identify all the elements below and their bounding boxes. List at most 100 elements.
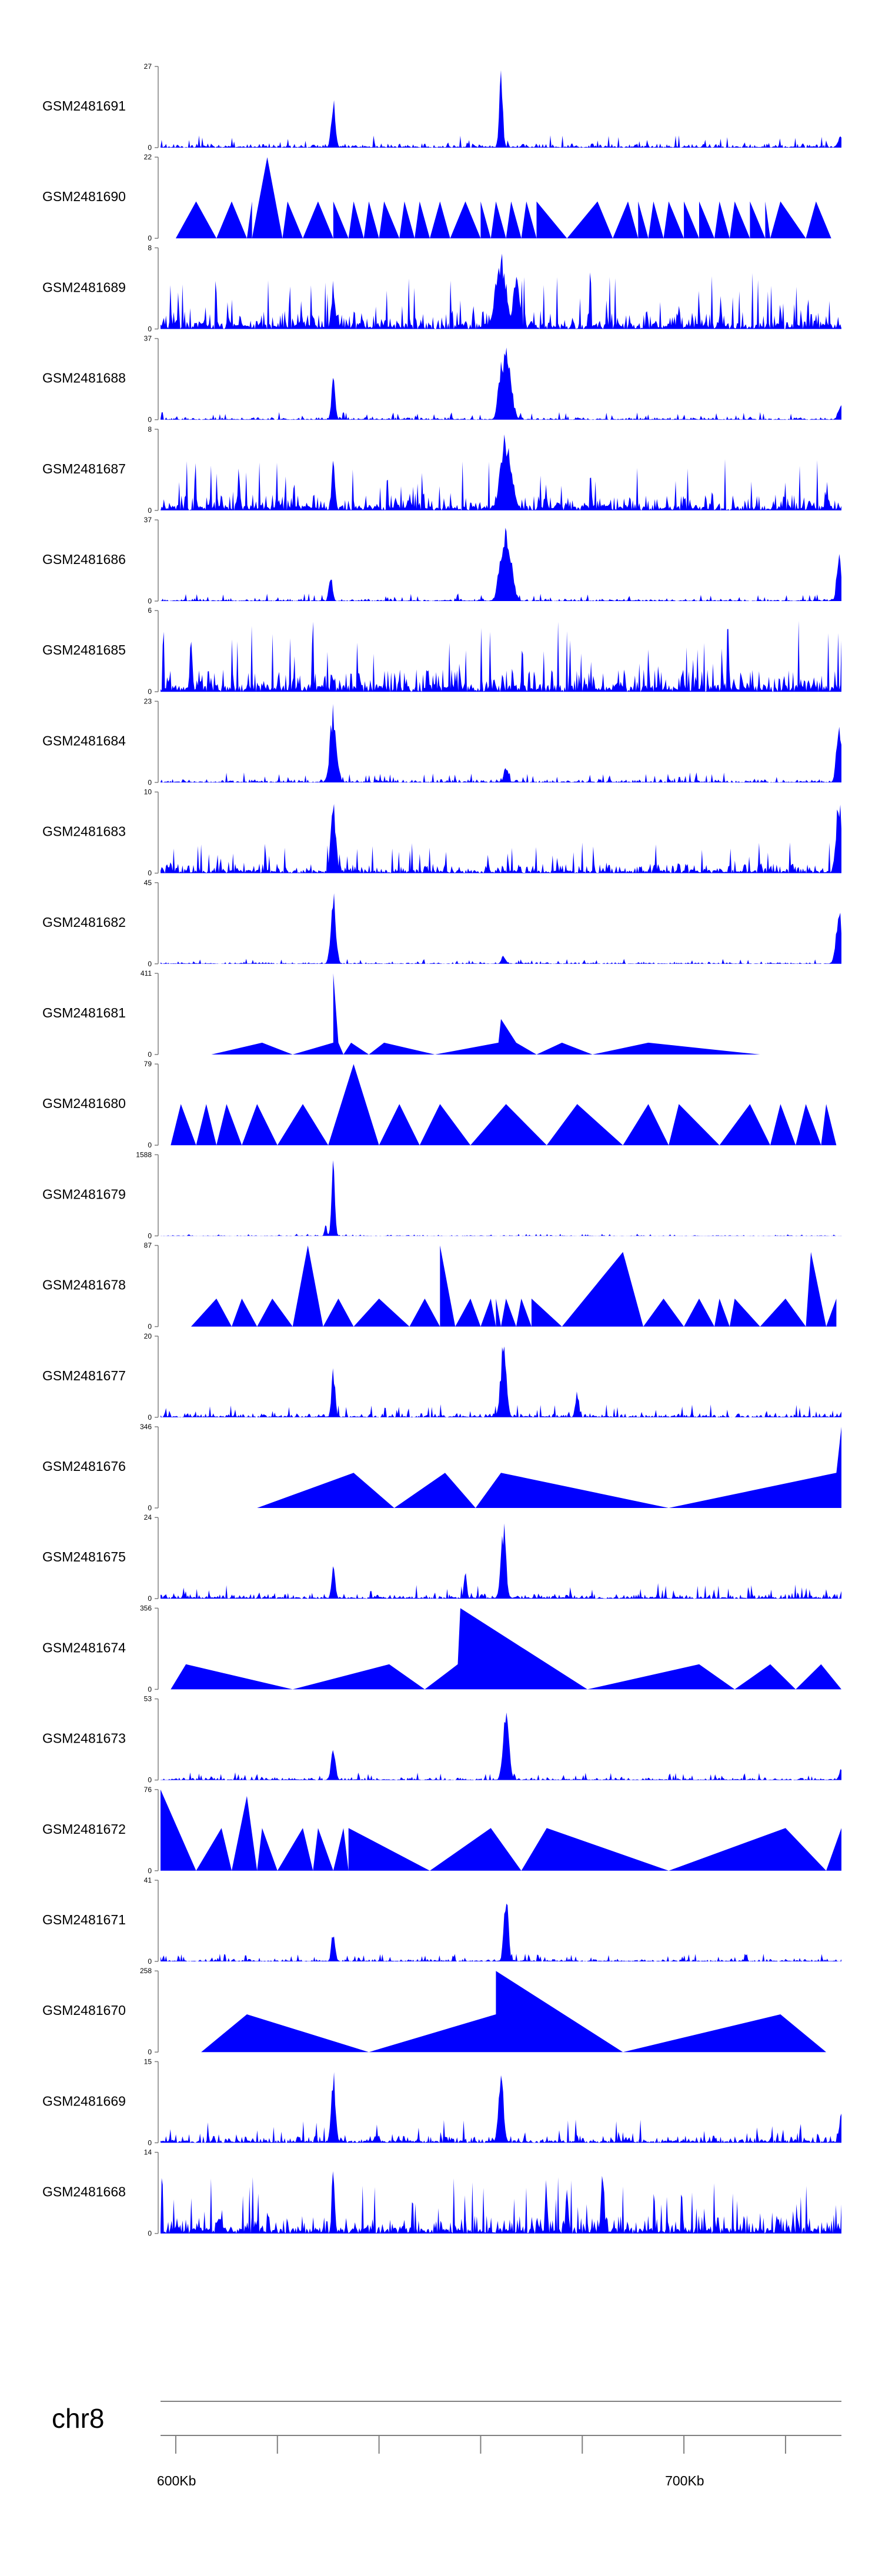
coverage-area [161,253,841,329]
y-max-label: 79 [144,1060,152,1068]
track-GSM2481682: GSM2481682 45 0 [42,879,841,968]
track-GSM2481679: GSM2481679 1588 0 [42,1150,841,1240]
track-GSM2481676: GSM2481676 346 0 [42,1423,841,1512]
track-label: GSM2481681 [42,1005,126,1020]
track-label: GSM2481676 [42,1459,126,1474]
coverage-area [161,1712,841,1780]
track-GSM2481687: GSM2481687 8 0 [42,425,841,515]
track-label: GSM2481684 [42,733,126,748]
y-max-label: 24 [144,1513,152,1521]
y-max-label: 20 [144,1332,152,1340]
y-zero-label: 0 [148,1867,152,1875]
y-zero-label: 0 [148,1504,152,1512]
y-max-label: 23 [144,697,152,705]
track-GSM2481688: GSM2481688 37 0 [42,335,841,424]
coverage-area [161,2072,841,2143]
y-zero-label: 0 [148,688,152,696]
track-GSM2481672: GSM2481672 76 0 [42,1786,841,1875]
genome-axis-tick-label: 700Kb [665,2473,704,2488]
track-label: GSM2481686 [42,552,126,567]
track-label: GSM2481685 [42,642,126,658]
y-max-label: 37 [144,516,152,524]
track-GSM2481686: GSM2481686 37 0 [42,516,841,605]
track-label: GSM2481688 [42,371,126,386]
y-max-label: 6 [148,606,152,615]
y-zero-label: 0 [148,597,152,605]
track-label: GSM2481683 [42,824,126,839]
coverage-area [257,1427,841,1508]
track-label: GSM2481679 [42,1186,126,1202]
y-zero-label: 0 [148,778,152,786]
coverage-area [211,973,760,1055]
track-label: GSM2481669 [42,2093,126,2108]
track-GSM2481673: GSM2481673 53 0 [42,1695,841,1784]
y-zero-label: 0 [148,960,152,968]
track-GSM2481689: GSM2481689 8 0 [42,243,841,333]
y-zero-label: 0 [148,1323,152,1331]
y-max-label: 356 [140,1604,152,1612]
chromosome-ideogram: chr8 [52,2401,841,2434]
track-label: GSM2481671 [42,1912,126,1927]
coverage-area [175,157,831,239]
track-label: GSM2481689 [42,279,126,295]
y-zero-label: 0 [148,144,152,152]
y-max-label: 8 [148,243,152,252]
track-label: GSM2481678 [42,1277,126,1293]
track-GSM2481691: GSM2481691 27 0 [42,62,841,152]
coverage-area [161,528,841,601]
track-GSM2481669: GSM2481669 15 0 [42,2057,841,2147]
track-label: GSM2481677 [42,1368,126,1383]
y-zero-label: 0 [148,325,152,333]
track-label: GSM2481690 [42,189,126,204]
chromosome-label: chr8 [52,2403,104,2434]
y-max-label: 45 [144,879,152,887]
coverage-area [161,804,841,873]
y-zero-label: 0 [148,1594,152,1603]
track-label: GSM2481672 [42,1821,126,1837]
y-zero-label: 0 [148,1232,152,1240]
track-GSM2481668: GSM2481668 14 0 [42,2148,841,2238]
y-zero-label: 0 [148,1776,152,1784]
coverage-area [191,1245,837,1327]
y-max-label: 14 [144,2148,152,2157]
coverage-area [161,1523,841,1599]
genome-axis: 600Kb 700Kb [157,2435,841,2488]
y-zero-label: 0 [148,2230,152,2238]
y-zero-label: 0 [148,869,152,877]
y-max-label: 10 [144,788,152,796]
genome-axis-tick-label: 600Kb [157,2473,196,2488]
track-GSM2481670: GSM2481670 258 0 [42,1967,827,2056]
y-zero-label: 0 [148,2138,152,2147]
y-zero-label: 0 [148,1413,152,1422]
coverage-area [161,1346,841,1417]
track-label: GSM2481675 [42,1549,126,1564]
track-GSM2481677: GSM2481677 20 0 [42,1332,841,1422]
y-max-label: 37 [144,335,152,343]
y-max-label: 15 [144,2057,152,2066]
coverage-area [161,703,841,783]
y-max-label: 41 [144,1876,152,1884]
y-zero-label: 0 [148,1957,152,1966]
y-max-label: 1588 [136,1150,152,1159]
coverage-area [161,434,841,510]
track-label: GSM2481668 [42,2184,126,2200]
track-GSM2481678: GSM2481678 87 0 [42,1242,837,1331]
y-max-label: 411 [141,969,152,977]
tracks-layer: GSM2481691270GSM2481690220GSM248168980GS… [42,62,841,2238]
coverage-area [161,347,841,420]
y-zero-label: 0 [148,234,152,242]
track-GSM2481671: GSM2481671 41 0 [42,1876,841,1966]
y-zero-label: 0 [148,2048,152,2056]
y-zero-label: 0 [148,1141,152,1149]
track-label: GSM2481674 [42,1640,126,1655]
track-label: GSM2481691 [42,98,126,114]
y-max-label: 53 [144,1695,152,1703]
track-GSM2481680: GSM2481680 79 0 [42,1060,837,1149]
track-GSM2481683: GSM2481683 10 0 [42,788,841,877]
y-max-label: 8 [148,425,152,433]
coverage-area [171,1608,841,1690]
y-max-label: 258 [140,1967,152,1975]
coverage-area [161,1789,841,1871]
track-label: GSM2481682 [42,915,126,930]
